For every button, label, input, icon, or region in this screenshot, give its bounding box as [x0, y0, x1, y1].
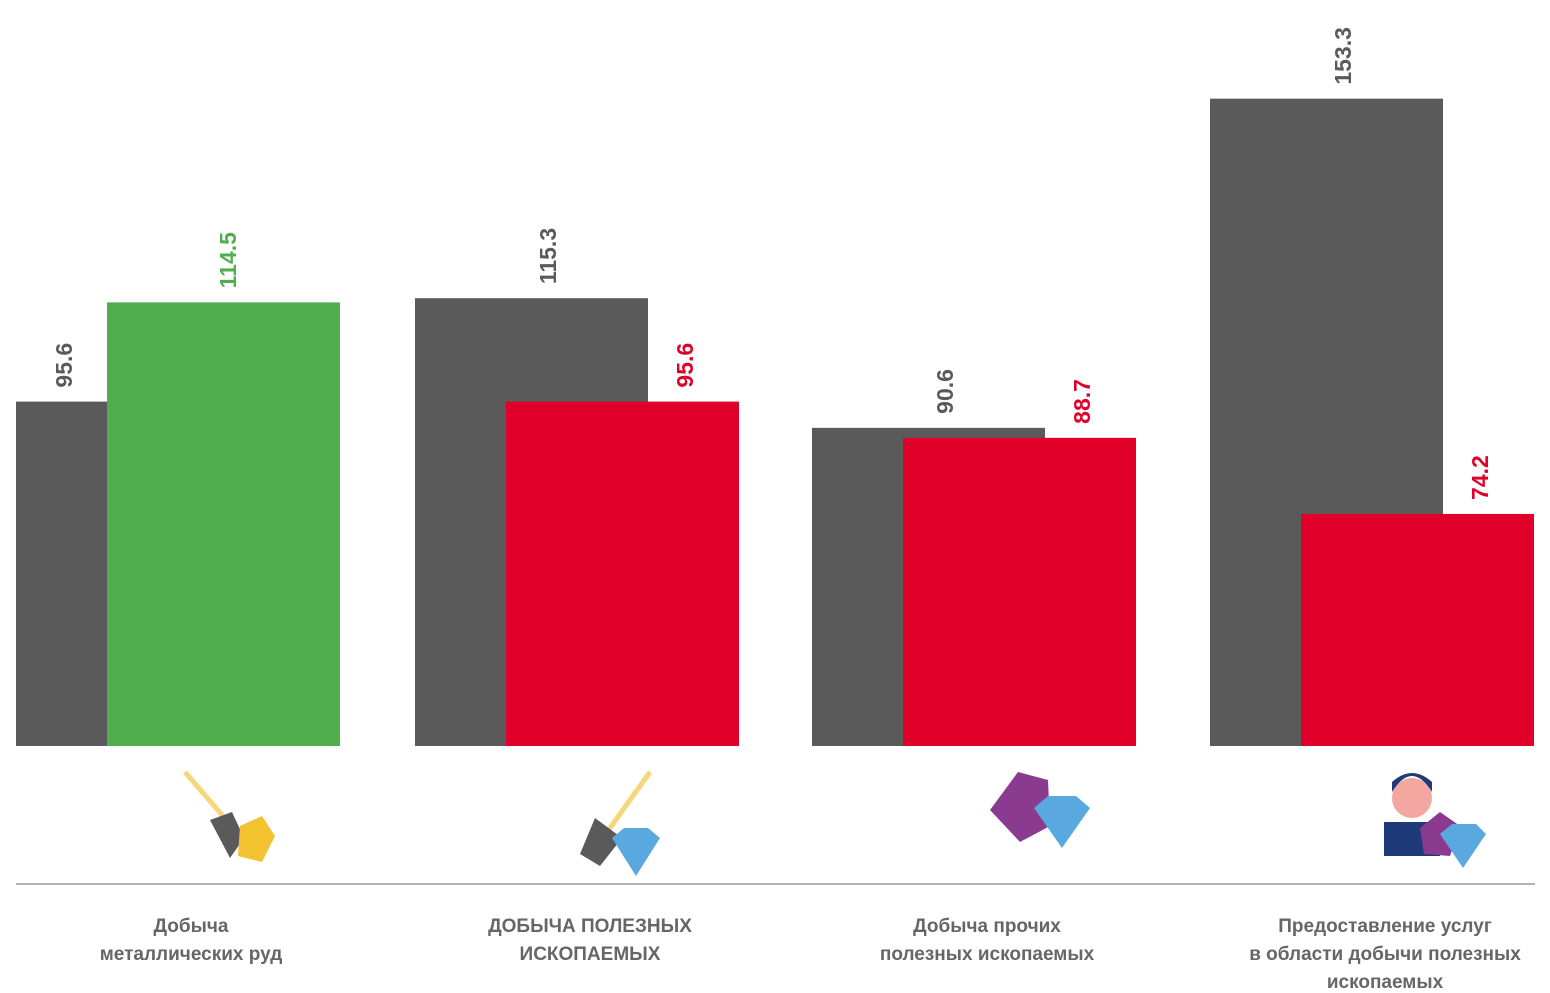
bar [506, 401, 739, 746]
bar [903, 437, 1136, 746]
icon-shovel-gem [580, 770, 660, 876]
x-tick-label: ДОБЫЧА ПОЛЕЗНЫХ ИСКОПАЕМЫХ [488, 916, 692, 965]
bar [1301, 513, 1534, 746]
data-label: 95.6 [672, 343, 698, 388]
icon-ore [183, 770, 275, 862]
bar [107, 302, 340, 746]
x-tick-label: Добыча прочих полезных ископаемых [880, 916, 1095, 965]
data-label: 115.3 [535, 228, 561, 284]
data-label: 114.5 [215, 232, 241, 288]
data-label: 74.2 [1467, 455, 1493, 500]
data-label: 153.3 [1330, 27, 1356, 85]
x-tick-label: Добыча металлических руд [100, 916, 283, 965]
icon-gems [990, 772, 1090, 848]
x-tick-label: Предоставление услуг в области добычи пол… [1249, 916, 1521, 993]
data-label: 95.6 [51, 343, 77, 388]
icon-worker [1384, 773, 1486, 868]
data-label: 88.7 [1069, 379, 1095, 424]
data-label: 90.6 [932, 369, 958, 414]
